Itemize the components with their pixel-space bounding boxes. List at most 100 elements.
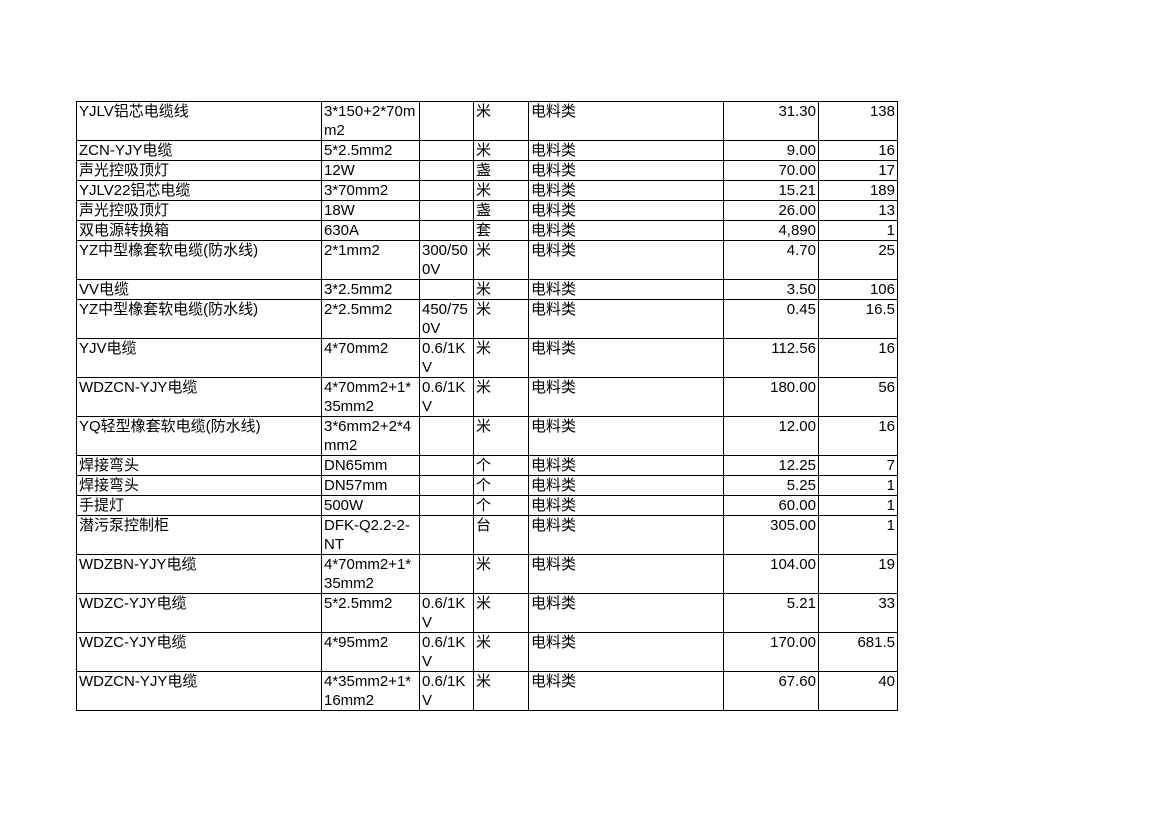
- item-name-cell: YZ中型橡套软电缆(防水线): [76, 240, 322, 280]
- spec-cell: 4*95mm2: [321, 632, 420, 672]
- spec-cell: 2*2.5mm2: [321, 299, 420, 339]
- price-cell: 12.25: [723, 455, 819, 476]
- quantity-cell: 56: [818, 377, 898, 417]
- voltage-cell: [419, 140, 474, 161]
- item-name-cell: YJLV22铝芯电缆: [76, 180, 322, 201]
- spec-cell: DN57mm: [321, 475, 420, 496]
- price-cell: 170.00: [723, 632, 819, 672]
- item-name-cell: 声光控吸顶灯: [76, 160, 322, 181]
- unit-cell: 米: [473, 593, 529, 633]
- price-cell: 67.60: [723, 671, 819, 711]
- item-name-cell: 手提灯: [76, 495, 322, 516]
- spec-cell: 5*2.5mm2: [321, 593, 420, 633]
- voltage-cell: 0.6/1KV: [419, 338, 474, 378]
- quantity-cell: 16.5: [818, 299, 898, 339]
- unit-cell: 套: [473, 220, 529, 241]
- voltage-cell: [419, 554, 474, 594]
- quantity-cell: 1: [818, 475, 898, 496]
- unit-cell: 米: [473, 416, 529, 456]
- quantity-cell: 16: [818, 338, 898, 378]
- price-cell: 70.00: [723, 160, 819, 181]
- quantity-cell: 16: [818, 416, 898, 456]
- voltage-cell: 0.6/1KV: [419, 377, 474, 417]
- voltage-cell: [419, 101, 474, 141]
- unit-cell: 米: [473, 299, 529, 339]
- category-cell: 电料类: [528, 632, 724, 672]
- unit-cell: 盏: [473, 160, 529, 181]
- table-row: WDZBN-YJY电缆 4*70mm2+1*35mm2 米电料类 104.00 19: [76, 554, 898, 594]
- price-cell: 15.21: [723, 180, 819, 201]
- category-cell: 电料类: [528, 515, 724, 555]
- price-cell: 5.21: [723, 593, 819, 633]
- table-row: YZ中型橡套软电缆(防水线) 2*2.5mm2 450/750V 米电料类 0.45 16…: [76, 299, 898, 339]
- price-cell: 31.30: [723, 101, 819, 141]
- voltage-cell: [419, 455, 474, 476]
- voltage-cell: 0.6/1KV: [419, 593, 474, 633]
- spec-cell: DFK-Q2.2-2-NT: [321, 515, 420, 555]
- voltage-cell: [419, 495, 474, 516]
- unit-cell: 台: [473, 515, 529, 555]
- price-cell: 104.00: [723, 554, 819, 594]
- item-name-cell: WDZBN-YJY电缆: [76, 554, 322, 594]
- item-name-cell: WDZC-YJY电缆: [76, 593, 322, 633]
- spec-cell: 630A: [321, 220, 420, 241]
- price-cell: 5.25: [723, 475, 819, 496]
- quantity-cell: 138: [818, 101, 898, 141]
- table-row: WDZC-YJY电缆 5*2.5mm2 0.6/1KV 米电料类 5.21 33: [76, 593, 898, 633]
- table-row: ZCN-YJY电缆 5*2.5mm2 米电料类 9.00 16: [76, 140, 898, 161]
- item-name-cell: 双电源转换箱: [76, 220, 322, 241]
- voltage-cell: [419, 180, 474, 201]
- item-name-cell: ZCN-YJY电缆: [76, 140, 322, 161]
- item-name-cell: 焊接弯头: [76, 475, 322, 496]
- spec-cell: 4*70mm2: [321, 338, 420, 378]
- spec-cell: 3*6mm2+2*4mm2: [321, 416, 420, 456]
- price-cell: 12.00: [723, 416, 819, 456]
- quantity-cell: 1: [818, 515, 898, 555]
- item-name-cell: WDZC-YJY电缆: [76, 632, 322, 672]
- table-row: YJV电缆 4*70mm2 0.6/1KV 米电料类 112.56 16: [76, 338, 898, 378]
- spec-cell: 3*70mm2: [321, 180, 420, 201]
- table-row: YJLV铝芯电缆线 3*150+2*70mm2 米电料类 31.30 138: [76, 101, 898, 141]
- price-cell: 180.00: [723, 377, 819, 417]
- category-cell: 电料类: [528, 160, 724, 181]
- price-cell: 0.45: [723, 299, 819, 339]
- spec-cell: 500W: [321, 495, 420, 516]
- price-cell: 9.00: [723, 140, 819, 161]
- quantity-cell: 25: [818, 240, 898, 280]
- materials-table: YJLV铝芯电缆线 3*150+2*70mm2 米电料类 31.30 138 ZCN-YJ…: [76, 101, 898, 711]
- item-name-cell: 焊接弯头: [76, 455, 322, 476]
- table-row: 声光控吸顶灯 12W 盏电料类 70.00 17: [76, 160, 898, 181]
- category-cell: 电料类: [528, 101, 724, 141]
- category-cell: 电料类: [528, 455, 724, 476]
- voltage-cell: [419, 475, 474, 496]
- quantity-cell: 17: [818, 160, 898, 181]
- table-row: WDZCN-YJY电缆 4*70mm2+1*35mm2 0.6/1KV 米电料类 180…: [76, 377, 898, 417]
- unit-cell: 米: [473, 671, 529, 711]
- price-cell: 60.00: [723, 495, 819, 516]
- table-row: 潜污泵控制柜 DFK-Q2.2-2-NT 台电料类 305.00 1: [76, 515, 898, 555]
- spec-cell: 3*150+2*70mm2: [321, 101, 420, 141]
- item-name-cell: VV电缆: [76, 279, 322, 300]
- spec-cell: 4*70mm2+1*35mm2: [321, 377, 420, 417]
- voltage-cell: 450/750V: [419, 299, 474, 339]
- voltage-cell: 300/500V: [419, 240, 474, 280]
- voltage-cell: [419, 515, 474, 555]
- table-row: YZ中型橡套软电缆(防水线) 2*1mm2 300/500V 米电料类 4.70 25: [76, 240, 898, 280]
- voltage-cell: [419, 200, 474, 221]
- table-row: WDZC-YJY电缆 4*95mm2 0.6/1KV 米电料类 170.00 681.5: [76, 632, 898, 672]
- item-name-cell: WDZCN-YJY电缆: [76, 671, 322, 711]
- spec-cell: 18W: [321, 200, 420, 221]
- item-name-cell: YQ轻型橡套软电缆(防水线): [76, 416, 322, 456]
- item-name-cell: 潜污泵控制柜: [76, 515, 322, 555]
- quantity-cell: 16: [818, 140, 898, 161]
- quantity-cell: 1: [818, 495, 898, 516]
- table-row: YJLV22铝芯电缆 3*70mm2 米电料类 15.21 189: [76, 180, 898, 201]
- item-name-cell: 声光控吸顶灯: [76, 200, 322, 221]
- spec-cell: DN65mm: [321, 455, 420, 476]
- item-name-cell: YJLV铝芯电缆线: [76, 101, 322, 141]
- price-cell: 305.00: [723, 515, 819, 555]
- spec-cell: 12W: [321, 160, 420, 181]
- unit-cell: 米: [473, 377, 529, 417]
- unit-cell: 米: [473, 101, 529, 141]
- unit-cell: 盏: [473, 200, 529, 221]
